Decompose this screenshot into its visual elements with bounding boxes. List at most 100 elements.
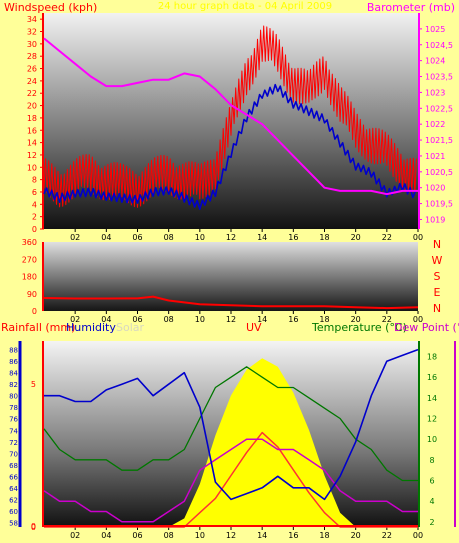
humidity-series-line <box>44 348 419 501</box>
uv-tick-label: 5 <box>31 380 36 389</box>
temperature-tick-label: 12 <box>427 415 437 424</box>
temperature-tick-label: 10 <box>427 435 437 444</box>
humidity-tick-label: 80 <box>9 393 18 401</box>
humidity-tick-label: 76 <box>9 416 18 424</box>
temperature-x-tick-label: 14 <box>257 531 267 540</box>
wind-x-tick-label: 06 <box>132 233 142 242</box>
windspeed-tick-label: 0 <box>32 225 37 234</box>
wind-x-tick-label: 22 <box>382 233 392 242</box>
temperature-tick-label: 2 <box>429 518 434 527</box>
barometer-tick-label: 1023 <box>425 88 445 97</box>
direction-tick-label: 360 <box>22 238 37 247</box>
windspeed-tick-label: 24 <box>27 77 37 86</box>
direction-plot-area <box>44 242 418 311</box>
direction-letter: N <box>433 302 441 315</box>
humidity-tick-label: 82 <box>9 381 18 389</box>
temperature-x-tick-label: 16 <box>288 531 298 540</box>
temperature-tick-label: 14 <box>427 394 437 403</box>
direction-x-tick-label: 22 <box>382 315 392 324</box>
direction-x-tick-label: 10 <box>195 315 205 324</box>
windspeed-tick-label: 2 <box>32 213 37 222</box>
direction-letter: W <box>432 254 443 267</box>
humidity-tick-label: 62 <box>9 496 18 504</box>
windspeed-tick-label: 16 <box>27 126 37 135</box>
temperature-x-tick-label: 04 <box>101 531 111 540</box>
temperature-series-line <box>43 366 418 482</box>
direction-tick-label: 180 <box>22 273 37 282</box>
uv-legend: UV <box>246 321 262 334</box>
barometer-tick-label: 1019 <box>425 215 445 224</box>
direction-tick-label: 270 <box>22 255 37 264</box>
wind-x-tick-label: 14 <box>257 233 267 242</box>
windspeed-tick-label: 22 <box>27 89 37 98</box>
direction-letter: N <box>433 238 441 251</box>
direction-letter: S <box>434 270 441 283</box>
solar-legend: Solar <box>116 321 145 334</box>
rainfall-axis-title: Rainfall (mm) <box>1 321 75 334</box>
barometer-tick-label: 1020,5 <box>425 168 453 177</box>
barometer-tick-label: 1024,5 <box>425 41 453 50</box>
barometer-tick-label: 1022 <box>425 120 445 129</box>
barometer-tick-label: 1024 <box>425 57 445 66</box>
direction-x-tick-label: 06 <box>132 315 142 324</box>
humidity-tick-label: 72 <box>9 439 18 447</box>
direction-x-tick-label: 18 <box>319 315 329 324</box>
humidity-tick-label: 60 <box>9 508 18 516</box>
windspeed-tick-label: 34 <box>27 15 37 24</box>
humidity-tick-label: 88 <box>9 347 18 355</box>
direction-tick-label: 90 <box>27 290 37 299</box>
barometer-tick-label: 1020 <box>425 184 445 193</box>
temperature-axis-title: Temperature (°C) <box>311 321 407 334</box>
temperature-x-tick-label: 00 <box>413 531 423 540</box>
barometer-tick-label: 1025 <box>425 25 445 34</box>
rainfall-tick-label: 0 <box>31 522 36 531</box>
direction-x-tick-label: 04 <box>101 315 111 324</box>
direction-x-tick-label: 14 <box>257 315 267 324</box>
humidity-tick-label: 58 <box>9 519 18 527</box>
direction-x-tick-label: 20 <box>351 315 361 324</box>
windspeed-tick-label: 32 <box>27 28 37 37</box>
wind-x-tick-label: 12 <box>226 233 236 242</box>
windspeed-tick-label: 8 <box>32 176 37 185</box>
series <box>43 25 419 528</box>
direction-letter: E <box>434 286 441 299</box>
humidity-tick-label: 74 <box>9 427 18 435</box>
windspeed-tick-label: 18 <box>27 114 37 123</box>
temperature-x-tick-label: 20 <box>351 531 361 540</box>
temperature-tick-label: 6 <box>429 477 434 486</box>
humidity-tick-label: 84 <box>9 370 18 378</box>
direction-x-tick-label: 02 <box>70 315 80 324</box>
dewpoint-axis-title: Dew Point (°C <box>394 321 459 334</box>
dewpoint-series-line <box>43 438 418 523</box>
temperature-x-tick-label: 10 <box>195 531 205 540</box>
temperature-x-tick-label: 08 <box>164 531 174 540</box>
humidity-tick-label: 66 <box>9 473 18 481</box>
windspeed-tick-label: 4 <box>32 200 37 209</box>
windspeed-tick-label: 10 <box>27 163 37 172</box>
humidity-tick-label: 78 <box>9 404 18 412</box>
barometer-tick-label: 1023,5 <box>425 73 453 82</box>
humidity-legend: Humidity <box>66 321 116 334</box>
windspeed-tick-label: 30 <box>27 40 37 49</box>
humidity-tick-label: 68 <box>9 462 18 470</box>
temperature-x-tick-label: 18 <box>319 531 329 540</box>
windspeed-series-line <box>43 25 417 208</box>
average-windspeed-series-line <box>43 83 417 210</box>
direction-tick-label: 0 <box>32 307 37 316</box>
direction-x-tick-label: 00 <box>413 315 423 324</box>
temperature-tick-label: 18 <box>427 353 437 362</box>
wind-x-tick-label: 08 <box>164 233 174 242</box>
barometer-tick-label: 1022,5 <box>425 104 453 113</box>
temperature-tick-label: 16 <box>427 373 437 382</box>
uv-tick-label: 0 <box>31 523 36 532</box>
graph-title: 24 hour graph data - 04 April 2009 <box>158 1 332 12</box>
barometer-axis-title: Barometer (mb) <box>367 1 455 14</box>
windspeed-tick-label: 6 <box>32 188 37 197</box>
direction-x-tick-label: 16 <box>288 315 298 324</box>
wind-x-tick-label: 18 <box>319 233 329 242</box>
barometer-series-line <box>43 37 418 196</box>
